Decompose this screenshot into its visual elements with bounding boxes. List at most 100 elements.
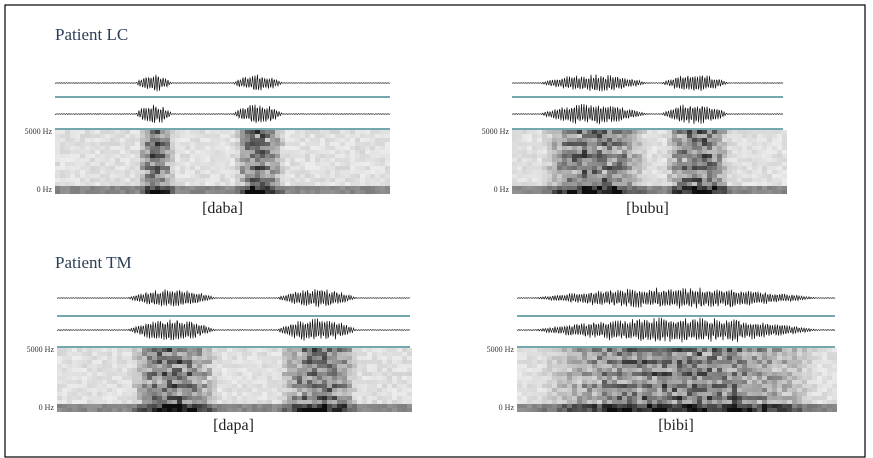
spectrogram-cell bbox=[127, 404, 132, 408]
spectrogram-cell bbox=[717, 364, 722, 368]
spectrogram-cell bbox=[192, 348, 197, 352]
spectrogram-cell bbox=[192, 388, 197, 392]
spectrogram-cell bbox=[242, 392, 247, 396]
panel-label: [dapa] bbox=[213, 417, 254, 434]
spectrogram-cell bbox=[552, 158, 557, 162]
spectrogram-cell bbox=[77, 356, 82, 360]
spectrogram-cell bbox=[612, 142, 617, 146]
spectrogram-cell bbox=[55, 146, 60, 150]
spectrogram-cell bbox=[312, 388, 317, 392]
spectrogram-cell bbox=[547, 138, 552, 142]
spectrogram-cell bbox=[355, 182, 360, 186]
spectrogram-cell bbox=[362, 384, 367, 388]
spectrogram-cell bbox=[342, 380, 347, 384]
spectrogram-cell bbox=[230, 182, 235, 186]
spectrogram-cell bbox=[362, 408, 367, 412]
spectrogram-cell bbox=[617, 388, 622, 392]
spectrogram-cell bbox=[290, 142, 295, 146]
spectrogram-cell bbox=[172, 356, 177, 360]
spectrogram-cell bbox=[537, 182, 542, 186]
spectrogram-cell bbox=[272, 376, 277, 380]
spectrogram-cell bbox=[617, 130, 622, 134]
freq-top-label: 5000 Hz bbox=[25, 127, 53, 136]
spectrogram-cell bbox=[160, 178, 165, 182]
spectrogram-cell bbox=[210, 178, 215, 182]
spectrogram-cell bbox=[162, 408, 167, 412]
spectrogram-cell bbox=[65, 146, 70, 150]
spectrogram-cell bbox=[827, 380, 832, 384]
spectrogram-cell bbox=[627, 364, 632, 368]
spectrogram-cell bbox=[582, 162, 587, 166]
spectrogram-cell bbox=[120, 138, 125, 142]
spectrogram-cell bbox=[752, 174, 757, 178]
spectrogram-cell bbox=[210, 154, 215, 158]
spectrogram-cell bbox=[742, 360, 747, 364]
spectrogram-cell bbox=[397, 360, 402, 364]
spectrogram-cell bbox=[712, 154, 717, 158]
spectrogram-cell bbox=[207, 392, 212, 396]
spectrogram-cell bbox=[212, 400, 217, 404]
spectrogram-cell bbox=[197, 380, 202, 384]
spectrogram-cell bbox=[152, 368, 157, 372]
spectrogram-cell bbox=[532, 352, 537, 356]
spectrogram-cell bbox=[682, 408, 687, 412]
spectrogram-cell bbox=[552, 190, 557, 194]
spectrogram-cell bbox=[652, 380, 657, 384]
spectrogram-cell bbox=[572, 404, 577, 408]
spectrogram-cell bbox=[310, 170, 315, 174]
spectrogram-cell bbox=[275, 162, 280, 166]
spectrogram-cell bbox=[722, 380, 727, 384]
spectrogram-cell bbox=[70, 162, 75, 166]
spectrogram-cell bbox=[372, 364, 377, 368]
spectrogram-cell bbox=[552, 384, 557, 388]
spectrogram-cell bbox=[357, 360, 362, 364]
spectrogram-cell bbox=[557, 352, 562, 356]
spectrogram-cell bbox=[130, 182, 135, 186]
spectrogram-cell bbox=[537, 146, 542, 150]
spectrogram-cell bbox=[562, 396, 567, 400]
spectrogram-cell bbox=[217, 404, 222, 408]
spectrogram-cell bbox=[632, 400, 637, 404]
spectrogram-cell bbox=[350, 166, 355, 170]
spectrogram-cell bbox=[197, 384, 202, 388]
spectrogram-cell bbox=[737, 174, 742, 178]
spectrogram-cell bbox=[117, 348, 122, 352]
spectrogram-cell bbox=[220, 190, 225, 194]
spectrogram-cell bbox=[577, 162, 582, 166]
spectrogram-cell bbox=[72, 404, 77, 408]
spectrogram-cell bbox=[387, 364, 392, 368]
spectrogram-cell bbox=[537, 368, 542, 372]
spectrogram-cell bbox=[717, 376, 722, 380]
spectrogram-cell bbox=[762, 384, 767, 388]
spectrogram-cell bbox=[512, 134, 517, 138]
spectrogram-cell bbox=[110, 190, 115, 194]
spectrogram-cell bbox=[237, 380, 242, 384]
spectrogram-cell bbox=[817, 348, 822, 352]
spectrogram-cell bbox=[345, 166, 350, 170]
spectrogram-cell bbox=[310, 178, 315, 182]
spectrogram-cell bbox=[90, 174, 95, 178]
spectrogram-cell bbox=[612, 182, 617, 186]
spectrogram-cell bbox=[732, 380, 737, 384]
spectrogram-cell bbox=[135, 190, 140, 194]
spectrogram-cell bbox=[772, 178, 777, 182]
spectrogram-cell bbox=[522, 388, 527, 392]
spectrogram-cell bbox=[240, 150, 245, 154]
spectrogram-cell bbox=[692, 166, 697, 170]
spectrogram-cell bbox=[707, 404, 712, 408]
spectrogram-cell bbox=[777, 408, 782, 412]
spectrogram-cell bbox=[185, 158, 190, 162]
spectrogram-cell bbox=[637, 178, 642, 182]
spectrogram-cell bbox=[57, 372, 62, 376]
spectrogram-cell bbox=[137, 356, 142, 360]
spectrogram-cell bbox=[200, 190, 205, 194]
spectrogram-cell bbox=[662, 392, 667, 396]
spectrogram-cell bbox=[115, 154, 120, 158]
spectrogram-cell bbox=[187, 408, 192, 412]
spectrogram-cell bbox=[587, 174, 592, 178]
spectrogram-cell bbox=[247, 364, 252, 368]
spectrogram-cell bbox=[67, 360, 72, 364]
spectrogram-cell bbox=[547, 376, 552, 380]
spectrogram-cell bbox=[622, 138, 627, 142]
spectrogram-cell bbox=[622, 384, 627, 388]
